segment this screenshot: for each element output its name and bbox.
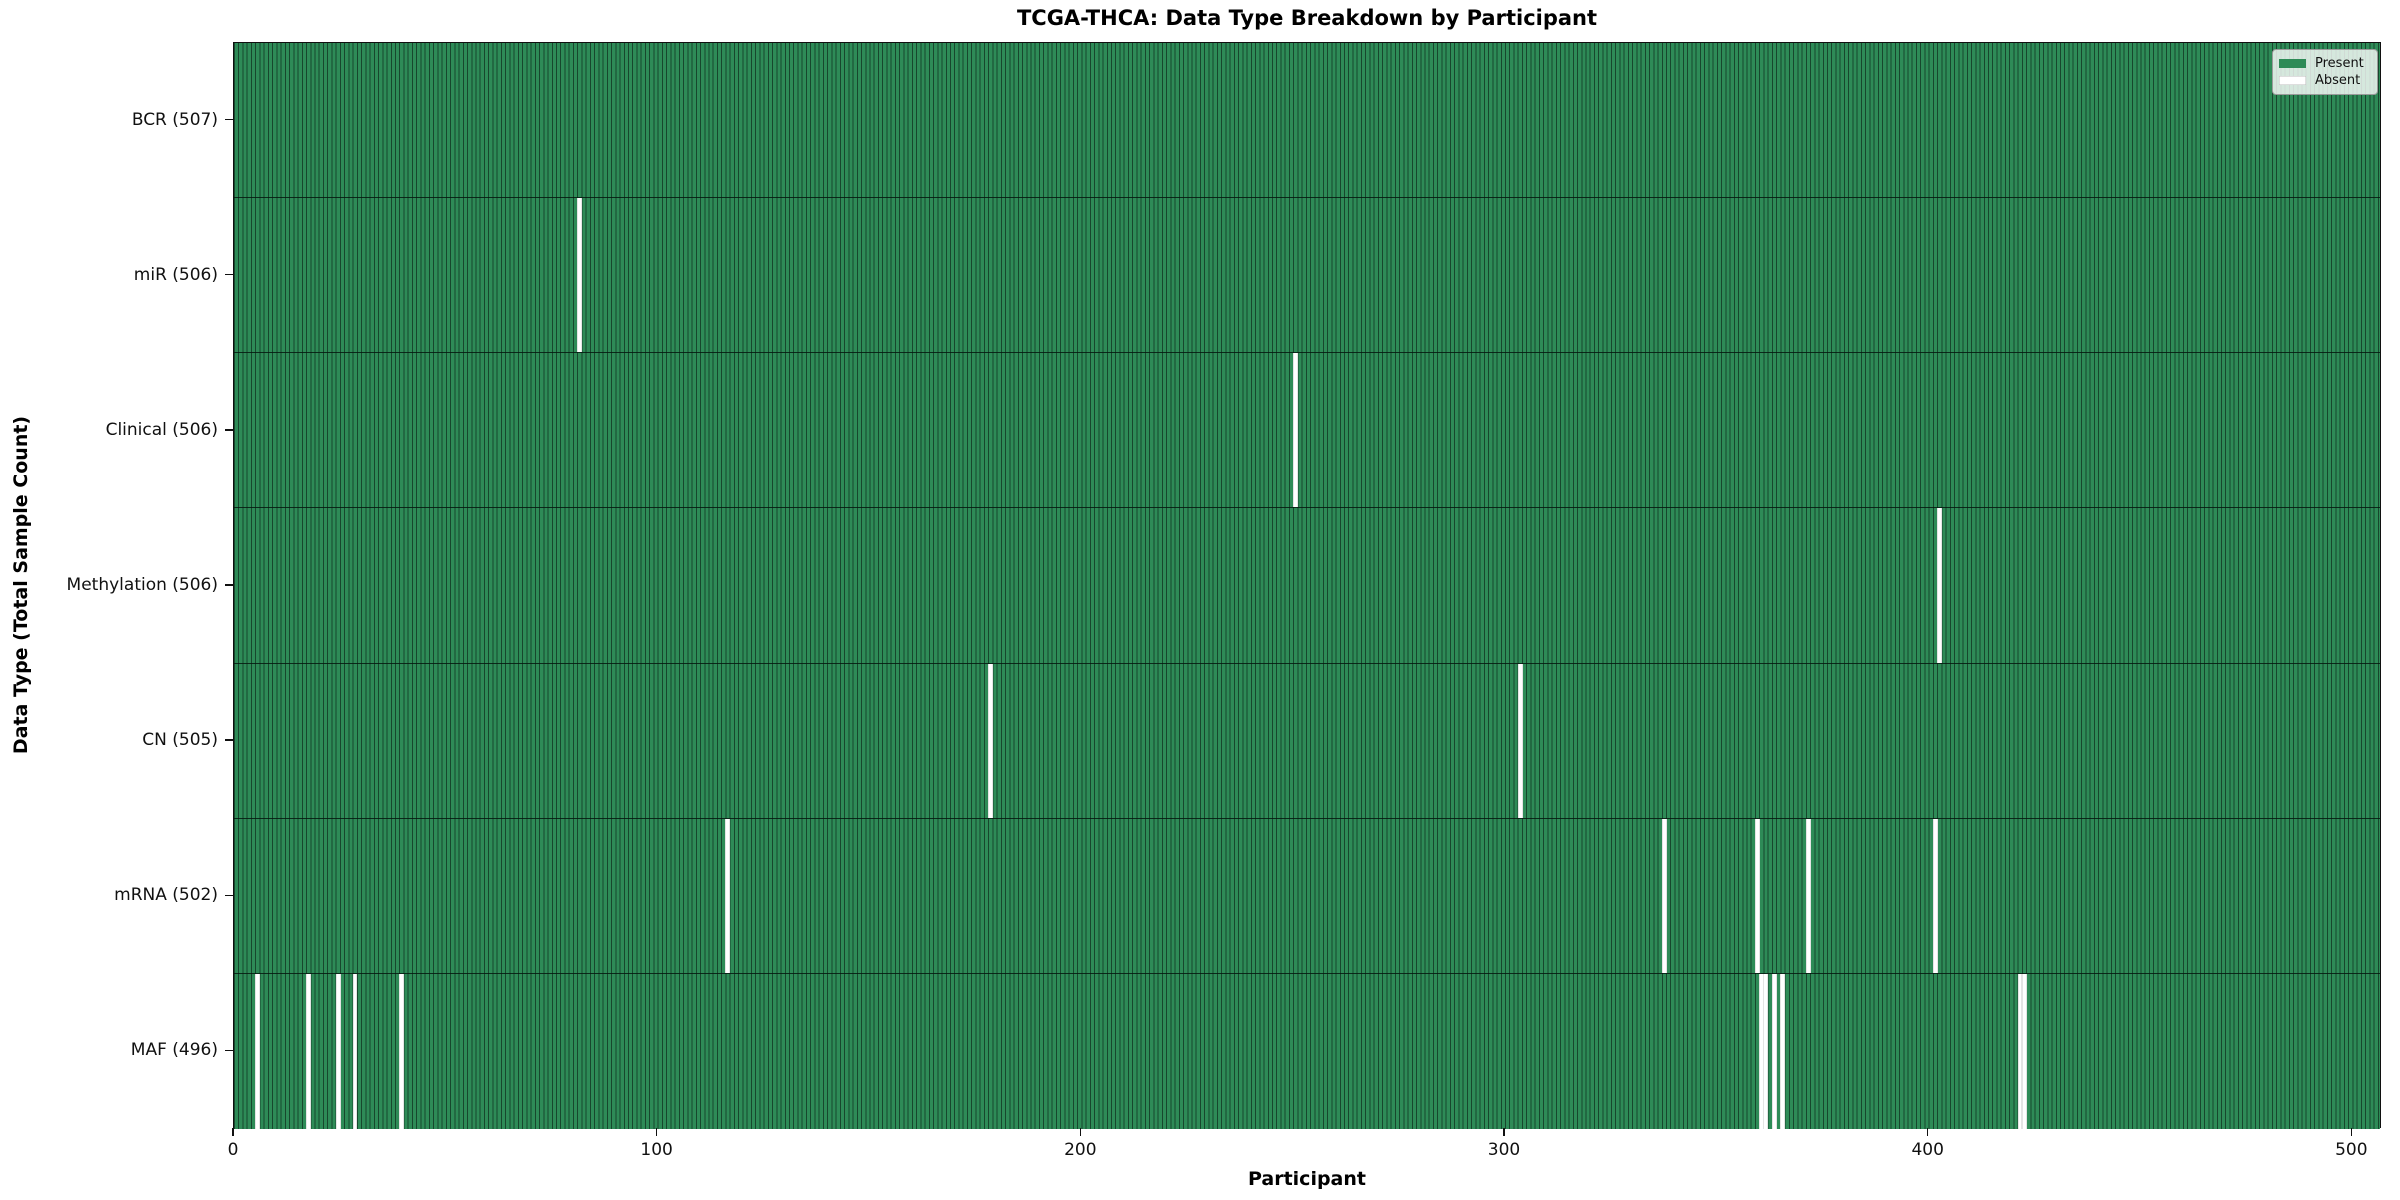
legend-entry-absent: Absent bbox=[2279, 72, 2369, 89]
absent-mark-clinical-250 bbox=[1293, 353, 1298, 508]
legend-label-present: Present bbox=[2315, 56, 2364, 71]
y-tick-mark bbox=[225, 894, 233, 897]
absent-mark-maf-24 bbox=[335, 973, 341, 1129]
absent-mark-maf-39 bbox=[399, 973, 405, 1129]
row-mrna bbox=[234, 818, 2380, 974]
absent-mark-maf-363 bbox=[1771, 973, 1777, 1129]
x-tick-mark bbox=[1503, 1128, 1505, 1136]
x-tick-mark bbox=[655, 1128, 658, 1136]
absent-mark-maf-5 bbox=[255, 973, 260, 1129]
absent-mark-maf-361 bbox=[1763, 973, 1769, 1129]
y-tick-label-maf: MAF (496) bbox=[130, 1040, 218, 1061]
row-mir bbox=[234, 198, 2380, 354]
absent-mark-maf-365 bbox=[1780, 973, 1786, 1129]
absent-mark-mrna-401 bbox=[1932, 818, 1938, 973]
x-tick-label-300: 300 bbox=[1487, 1140, 1521, 1160]
row-methylation bbox=[234, 508, 2380, 664]
y-tick-label-cn: CN (505) bbox=[142, 730, 218, 751]
legend: Present Absent bbox=[2272, 49, 2378, 95]
absent-mark-cn-178 bbox=[988, 663, 993, 818]
y-tick-mark bbox=[225, 429, 233, 431]
absent-mark-mrna-337 bbox=[1661, 818, 1667, 973]
absent-mark-maf-422 bbox=[2021, 973, 2027, 1129]
absent-swatch-icon bbox=[2279, 76, 2306, 85]
y-tick-mark bbox=[225, 118, 233, 121]
absent-mark-mrna-371 bbox=[1805, 818, 1811, 973]
y-tick-mark bbox=[225, 584, 233, 586]
absent-mark-methylation-402 bbox=[1937, 508, 1942, 663]
present-swatch-icon bbox=[2279, 59, 2306, 68]
absent-mark-maf-421 bbox=[2017, 973, 2023, 1129]
plot-area bbox=[233, 42, 2381, 1129]
y-tick-mark bbox=[225, 739, 233, 741]
y-tick-mark bbox=[225, 273, 233, 276]
absent-mark-mrna-116 bbox=[725, 818, 731, 973]
row-maf bbox=[234, 973, 2380, 1129]
absent-mark-cn-303 bbox=[1517, 663, 1523, 818]
x-tick-mark bbox=[2350, 1128, 2353, 1136]
y-tick-label-mir: miR (506) bbox=[133, 264, 218, 285]
x-tick-label-400: 400 bbox=[1911, 1140, 1944, 1160]
legend-entry-present: Present bbox=[2279, 55, 2369, 72]
absent-mark-mrna-359 bbox=[1754, 818, 1760, 973]
y-tick-mark bbox=[225, 1049, 233, 1052]
row-bcr bbox=[234, 43, 2380, 199]
x-tick-mark bbox=[232, 1128, 234, 1136]
y-tick-label-methylation: Methylation (506) bbox=[66, 575, 218, 595]
row-cn bbox=[234, 663, 2380, 819]
x-tick-mark bbox=[1079, 1128, 1082, 1136]
x-tick-label-100: 100 bbox=[640, 1140, 673, 1160]
row-clinical bbox=[234, 353, 2380, 509]
x-tick-label-500: 500 bbox=[2335, 1140, 2368, 1160]
x-tick-mark bbox=[1926, 1128, 1929, 1136]
x-axis-label: Participant bbox=[1247, 1168, 1366, 1190]
x-tick-label-200: 200 bbox=[1064, 1140, 1097, 1160]
legend-label-absent: Absent bbox=[2315, 73, 2361, 88]
absent-mark-maf-360 bbox=[1759, 973, 1765, 1129]
absent-mark-mir-81 bbox=[577, 198, 582, 353]
absent-mark-maf-17 bbox=[306, 973, 311, 1129]
chart-title: TCGA-THCA: Data Type Breakdown by Partic… bbox=[1016, 6, 1598, 30]
y-tick-label-bcr: BCR (507) bbox=[131, 109, 218, 130]
absent-mark-maf-28 bbox=[352, 973, 358, 1129]
y-tick-label-clinical: Clinical (506) bbox=[105, 419, 218, 440]
x-tick-label-0: 0 bbox=[227, 1140, 239, 1160]
y-tick-label-mrna: mRNA (502) bbox=[114, 885, 218, 906]
